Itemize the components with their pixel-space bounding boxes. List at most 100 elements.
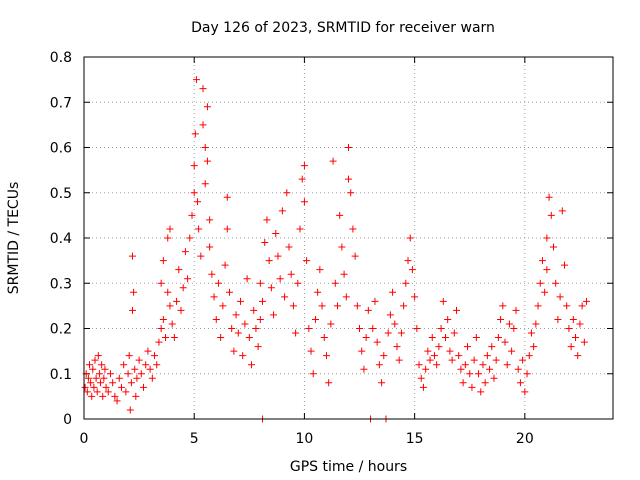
data-point bbox=[455, 352, 463, 360]
data-point bbox=[336, 211, 344, 219]
data-point bbox=[362, 334, 370, 342]
data-point bbox=[194, 198, 202, 206]
data-point bbox=[411, 293, 419, 301]
data-point bbox=[508, 347, 516, 355]
data-point bbox=[333, 302, 341, 310]
data-point bbox=[281, 293, 289, 301]
data-point bbox=[435, 343, 443, 351]
data-point bbox=[146, 365, 154, 373]
data-point bbox=[261, 239, 269, 247]
data-point bbox=[430, 352, 438, 360]
data-point bbox=[95, 370, 103, 378]
data-point bbox=[236, 297, 244, 305]
data-point bbox=[270, 311, 278, 319]
data-point bbox=[314, 288, 322, 296]
data-point bbox=[441, 334, 449, 342]
data-point bbox=[130, 288, 138, 296]
data-point bbox=[547, 211, 555, 219]
data-point bbox=[389, 288, 397, 296]
data-point bbox=[536, 279, 544, 287]
data-point bbox=[364, 306, 372, 314]
data-point bbox=[151, 352, 159, 360]
data-point bbox=[159, 257, 167, 265]
data-point bbox=[527, 329, 535, 337]
data-point bbox=[283, 189, 291, 197]
data-point bbox=[360, 365, 368, 373]
data-point bbox=[408, 266, 416, 274]
data-point bbox=[166, 302, 174, 310]
data-point bbox=[239, 352, 247, 360]
data-point bbox=[516, 379, 524, 387]
data-point bbox=[305, 325, 313, 332]
data-point bbox=[153, 361, 161, 369]
data-point bbox=[311, 315, 319, 323]
data-point bbox=[309, 370, 317, 378]
data-point bbox=[201, 180, 209, 188]
x-axis-label: GPS time / hours bbox=[290, 459, 407, 475]
data-point bbox=[232, 311, 240, 319]
data-point bbox=[369, 325, 377, 332]
data-point bbox=[558, 207, 566, 215]
y-tick-label: 0.1 bbox=[50, 367, 72, 383]
data-point bbox=[92, 374, 100, 382]
data-point bbox=[126, 406, 134, 414]
data-point bbox=[93, 388, 101, 396]
data-point bbox=[135, 356, 143, 364]
data-point bbox=[252, 325, 260, 332]
data-point bbox=[131, 365, 139, 373]
data-point bbox=[298, 175, 306, 183]
data-point bbox=[285, 243, 293, 251]
data-point bbox=[248, 361, 256, 369]
axis-ticks: 0 0.1 0.2 0.3 0.4 0.5 0.6 0.7 0.8 0 5 10 15 20 bbox=[50, 50, 613, 447]
data-point bbox=[219, 302, 227, 310]
data-point bbox=[417, 374, 425, 382]
data-point bbox=[89, 365, 97, 373]
data-point bbox=[173, 297, 181, 305]
data-point bbox=[512, 306, 520, 314]
data-point bbox=[276, 275, 284, 283]
data-point bbox=[104, 388, 112, 396]
data-point bbox=[413, 325, 421, 332]
data-point bbox=[122, 388, 130, 396]
data-point bbox=[371, 297, 379, 305]
data-point bbox=[400, 302, 408, 310]
data-point bbox=[148, 374, 156, 382]
data-point bbox=[340, 270, 348, 278]
data-point bbox=[378, 379, 386, 387]
data-point bbox=[583, 297, 591, 305]
data-point bbox=[481, 379, 489, 387]
data-point bbox=[464, 343, 472, 351]
data-point bbox=[300, 162, 308, 170]
data-point bbox=[501, 338, 509, 346]
data-point bbox=[117, 383, 125, 391]
data-point bbox=[492, 356, 500, 364]
y-tick-label: 0.7 bbox=[50, 95, 72, 111]
data-point bbox=[243, 275, 251, 283]
data-point bbox=[519, 356, 527, 364]
data-point bbox=[569, 315, 577, 323]
data-point bbox=[191, 130, 199, 138]
data-point bbox=[102, 383, 110, 391]
data-points bbox=[81, 76, 591, 423]
data-point bbox=[168, 320, 176, 328]
plot-frame bbox=[83, 56, 614, 420]
data-point bbox=[342, 293, 350, 301]
y-tick-label: 0.5 bbox=[50, 186, 72, 202]
y-axis-label: SRMTID / TECUs bbox=[6, 182, 22, 295]
data-point bbox=[99, 392, 107, 400]
y-tick-label: 0.6 bbox=[50, 141, 72, 157]
data-point bbox=[234, 329, 242, 337]
data-point bbox=[307, 347, 315, 355]
data-point bbox=[514, 365, 522, 373]
data-point bbox=[510, 325, 518, 332]
data-point bbox=[468, 383, 476, 391]
chart-title: Day 126 of 2023, SRMTID for receiver war… bbox=[191, 20, 495, 36]
data-point bbox=[532, 320, 540, 328]
data-point bbox=[201, 144, 209, 151]
y-tick-label: 0.2 bbox=[50, 322, 72, 338]
data-point bbox=[497, 315, 505, 323]
data-point bbox=[453, 306, 461, 314]
data-point bbox=[267, 284, 275, 292]
y-tick-label: 0.8 bbox=[50, 50, 72, 66]
data-point bbox=[86, 361, 94, 369]
